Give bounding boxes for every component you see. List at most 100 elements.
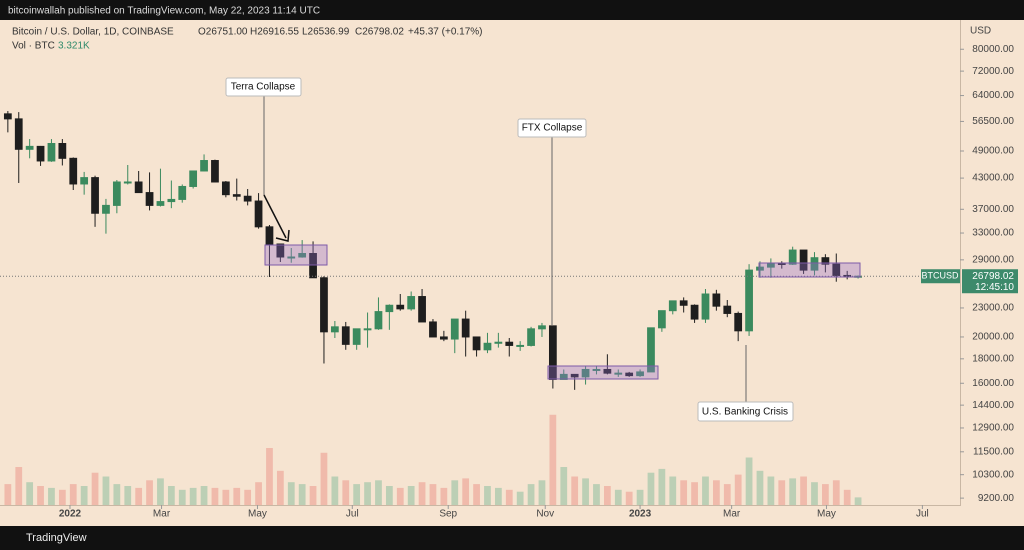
candle-body <box>91 177 99 214</box>
price-tag <box>962 269 1018 294</box>
volume-bar <box>712 480 720 505</box>
volume-bar <box>658 468 666 505</box>
y-tick-label: 10300.00 <box>972 469 1014 480</box>
candle-body <box>461 318 470 338</box>
candle-body <box>788 249 797 265</box>
candle-body <box>538 325 546 330</box>
x-tick-label: Sep <box>439 509 457 520</box>
candle-body <box>330 326 339 333</box>
volume-bar <box>189 487 197 505</box>
volume-bar <box>734 474 742 505</box>
candle-body <box>483 342 492 351</box>
x-tick-label: Mar <box>723 509 741 520</box>
volume-bar <box>167 486 175 505</box>
candle-body <box>200 160 208 172</box>
candle-body <box>570 373 579 378</box>
brand: TradingView <box>26 532 87 544</box>
volume-bar <box>276 470 284 505</box>
candle-body <box>189 170 198 187</box>
candle-body <box>3 113 12 120</box>
candle-body <box>145 192 154 206</box>
volume-bar <box>396 487 404 505</box>
volume-bar <box>37 486 44 505</box>
volume-bar <box>15 467 23 505</box>
candle-body <box>69 157 78 185</box>
candle-body <box>821 257 830 265</box>
volume-bar <box>48 487 55 505</box>
volume-bar <box>4 484 12 505</box>
candle-body <box>690 304 699 320</box>
volume-bar <box>756 470 764 505</box>
candle-body <box>102 204 110 214</box>
volume-bar <box>691 482 698 505</box>
x-tick-label: May <box>248 509 267 520</box>
title: Bitcoin / U.S. Dollar, 1D, COINBASE <box>12 27 174 38</box>
x-tick-label: May <box>817 509 836 520</box>
candle-body <box>221 181 230 196</box>
candle-body <box>657 310 666 329</box>
volume-bar <box>353 484 361 505</box>
candle-body <box>614 372 623 375</box>
candle-body <box>178 185 187 200</box>
volume-bar <box>255 482 262 505</box>
volume-bar <box>222 489 230 505</box>
volume-bar <box>560 467 568 505</box>
x-tick-label: Jul <box>916 509 929 520</box>
candle-body <box>527 328 535 346</box>
volume-bar <box>287 482 295 505</box>
header: bitcoinwallah published on TradingView.c… <box>8 6 320 17</box>
candle-body <box>734 312 743 332</box>
x-tick-label: 2022 <box>59 509 82 520</box>
candle-body <box>243 195 252 202</box>
boxes <box>263 96 861 402</box>
volume-bar <box>549 414 557 505</box>
candle-body <box>723 305 732 314</box>
candle-body <box>80 177 89 185</box>
volume-bar <box>636 489 644 505</box>
arrow <box>263 194 287 239</box>
candle-body <box>668 300 677 312</box>
x-tick-label: Mar <box>153 509 171 520</box>
candle-body <box>679 300 688 306</box>
annotation: FTX Collapse <box>517 118 587 138</box>
currency: USD <box>970 26 991 37</box>
volume-bar <box>342 480 350 505</box>
volume-bar <box>244 489 252 505</box>
candle-body <box>647 327 655 373</box>
volume-bar <box>473 484 480 505</box>
volume-bar <box>702 476 709 505</box>
volume-bar <box>233 487 241 505</box>
volume-bar <box>822 484 829 505</box>
candle-body <box>123 181 132 184</box>
candle-body <box>603 368 612 374</box>
volume-bar <box>516 491 524 505</box>
candle-body <box>232 194 241 197</box>
volume-value: 3.321K <box>58 41 90 52</box>
volume-bar <box>462 478 470 505</box>
volume-bar <box>647 472 655 505</box>
volume-bar <box>767 476 775 505</box>
volume-bar <box>800 476 807 505</box>
volume-bar <box>571 476 579 505</box>
volume-bar <box>331 476 339 505</box>
candle-body <box>58 142 67 159</box>
candle-body <box>745 269 753 332</box>
candle-body <box>320 277 328 333</box>
candle-body <box>254 200 263 228</box>
candle-body <box>516 344 525 347</box>
range-box <box>758 262 861 278</box>
y-tick-label: 37000.00 <box>972 204 1014 215</box>
y-tick-label: 12900.00 <box>972 423 1014 434</box>
annotation: Terra Collapse <box>225 77 302 97</box>
volume-bar <box>364 482 371 505</box>
candle-body <box>14 118 23 150</box>
volume-bar <box>309 486 317 505</box>
volume-bar <box>789 478 797 505</box>
volume-bar <box>832 480 840 505</box>
candle-body <box>625 372 634 377</box>
footer-bar <box>0 526 1024 550</box>
candle-body <box>439 336 448 340</box>
volume-bar <box>113 484 121 505</box>
ohlc-text: L26536.99 <box>302 27 350 38</box>
volume-bar <box>778 480 786 505</box>
